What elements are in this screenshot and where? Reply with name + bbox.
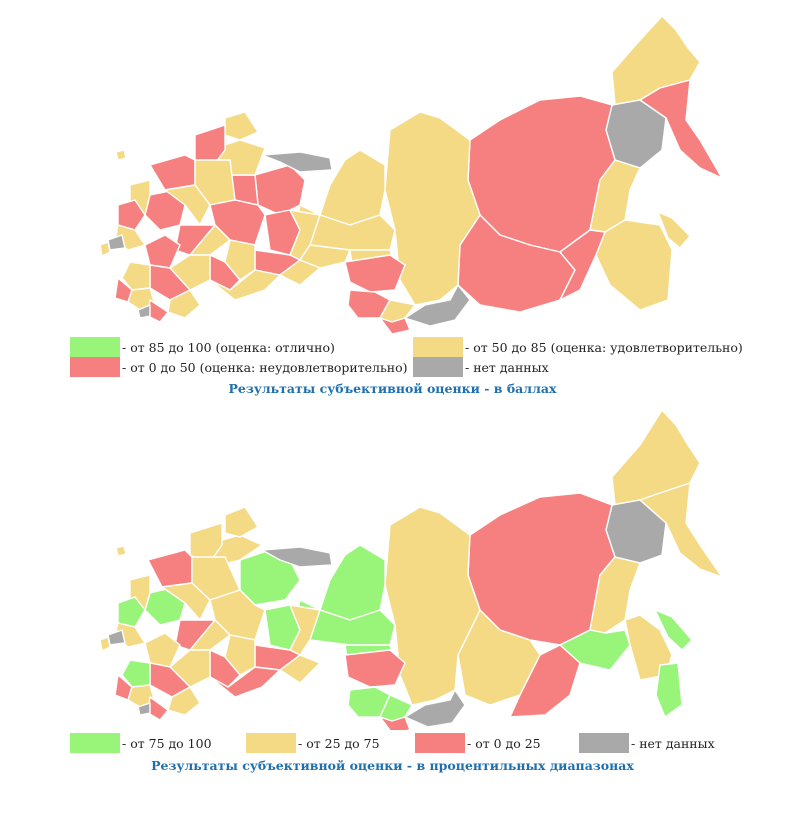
region-kurgan[interactable] <box>279 654 321 684</box>
region-sakhalin[interactable] <box>657 211 691 249</box>
region-krasnoyarsk[interactable] <box>384 111 481 306</box>
region-altai-rep[interactable] <box>379 716 411 730</box>
region-astrakhan[interactable] <box>167 289 201 319</box>
region-voronezh[interactable] <box>144 632 181 668</box>
region-murmansk[interactable] <box>224 111 259 141</box>
legend-label: - нет данных <box>465 359 549 375</box>
region-yaroslavl[interactable] <box>164 184 211 226</box>
map-caption: Результаты субъективной оценки - в проце… <box>151 758 634 773</box>
region-crimea[interactable] <box>107 629 126 646</box>
legend-label: - нет данных <box>631 735 715 751</box>
region-sakhalin-south[interactable] <box>655 662 683 718</box>
region-sakhalin[interactable] <box>654 609 693 651</box>
legend-label: - от 25 до 75 <box>298 735 380 751</box>
legend-item-red: - от 0 до 25 <box>415 733 541 753</box>
region-kurgan[interactable] <box>279 259 321 286</box>
map-caption: Результаты субъективной оценки - в балла… <box>228 381 557 396</box>
region-zabaikalye[interactable] <box>509 644 581 718</box>
region-chechnya[interactable] <box>137 702 151 716</box>
region-zabaikalye[interactable] <box>559 229 606 301</box>
legend-label: - от 0 до 25 <box>467 735 541 751</box>
region-smolensk[interactable] <box>117 596 146 628</box>
region-yaroslavl[interactable] <box>161 582 211 621</box>
region-primorye[interactable] <box>595 219 673 311</box>
region-orenburg[interactable] <box>209 269 281 301</box>
region-komi[interactable] <box>254 164 306 216</box>
region-kamchatka[interactable] <box>639 482 723 578</box>
legend-swatch-red <box>70 357 120 377</box>
region-kaliningrad[interactable] <box>115 545 127 557</box>
legend-label: - от 50 до 85 (оценка: удовлетворительно… <box>465 339 743 355</box>
scores-map-panel: - от 85 до 100 (оценка: отлично) - от 50… <box>0 0 785 405</box>
region-crimea[interactable] <box>107 234 126 251</box>
legend-label: - от 0 до 50 (оценка: неудовлетворительн… <box>122 359 408 375</box>
legend-label: - от 85 до 100 (оценка: отлично) <box>122 339 335 355</box>
region-leningrad[interactable] <box>149 154 196 191</box>
percentiles-map-panel: - от 75 до 100 - от 25 до 75 - от 0 до 2… <box>0 405 785 785</box>
legend-item-green: - от 85 до 100 (оценка: отлично) <box>70 337 335 357</box>
legend-swatch-red <box>415 733 465 753</box>
legend-swatch-gray <box>579 733 629 753</box>
region-sevastopol[interactable] <box>99 636 111 652</box>
legend-item-yellow: - от 25 до 75 <box>246 733 380 753</box>
region-karelia[interactable] <box>189 522 223 566</box>
region-murmansk[interactable] <box>224 506 259 538</box>
region-novaya-zemlya[interactable] <box>261 546 333 568</box>
region-novosibirsk[interactable] <box>344 649 406 688</box>
region-dagestan[interactable] <box>147 696 169 721</box>
legend-item-gray: - нет данных <box>413 357 549 377</box>
region-orenburg[interactable] <box>209 666 281 698</box>
region-khabarovsk[interactable] <box>589 556 641 634</box>
legend-swatch-green <box>70 337 120 357</box>
region-tuva[interactable] <box>404 284 471 327</box>
region-smolensk[interactable] <box>117 199 146 231</box>
region-novaya-zemlya[interactable] <box>261 151 333 173</box>
region-chechnya[interactable] <box>137 304 151 319</box>
russia-regions-map-scores <box>99 15 723 335</box>
legend-swatch-green <box>70 733 120 753</box>
legend-label: - от 75 до 100 <box>122 735 212 751</box>
legend-item-yellow: - от 50 до 85 (оценка: удовлетворительно… <box>413 337 743 357</box>
region-kamchatka[interactable] <box>639 79 723 179</box>
legend-item-red: - от 0 до 50 (оценка: неудовлетворительн… <box>70 357 408 377</box>
legend-swatch-yellow <box>246 733 296 753</box>
region-tuva[interactable] <box>404 689 466 728</box>
region-voronezh[interactable] <box>144 234 181 269</box>
region-astrakhan[interactable] <box>167 686 201 716</box>
legend-swatch-gray <box>413 357 463 377</box>
russia-regions-map-percentiles <box>99 409 723 730</box>
region-leningrad[interactable] <box>147 549 193 588</box>
legend-item-gray: - нет данных <box>579 733 715 753</box>
region-dagestan[interactable] <box>147 299 169 323</box>
legend-item-green: - от 75 до 100 <box>70 733 212 753</box>
region-kaliningrad[interactable] <box>115 149 127 161</box>
region-altai-rep[interactable] <box>379 317 411 335</box>
legend-swatch-yellow <box>413 337 463 357</box>
region-krasnoyarsk[interactable] <box>384 506 481 706</box>
region-sevastopol[interactable] <box>99 241 111 257</box>
region-novosibirsk[interactable] <box>344 254 406 293</box>
